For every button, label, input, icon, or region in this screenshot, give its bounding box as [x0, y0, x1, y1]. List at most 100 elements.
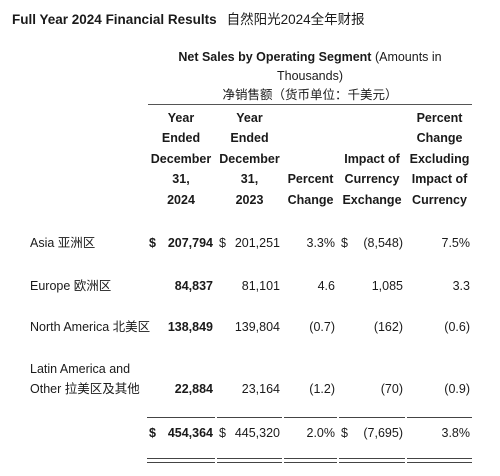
cell-value: (7,695)	[363, 426, 403, 440]
currency-symbol: $	[219, 426, 226, 440]
column-header-line: Ended	[230, 131, 269, 145]
row-label: Europe 欧洲区	[30, 276, 111, 296]
total-rule	[147, 462, 215, 463]
cell-value: (70)	[380, 382, 403, 396]
column-header-line: 31,	[240, 172, 259, 186]
column-header: Year Ended December 31, 2023	[217, 110, 282, 210]
cell-value: 454,364	[167, 426, 213, 440]
cell-value: 2.0%	[306, 426, 336, 440]
cell-value: 81,101	[241, 279, 280, 293]
cell-value: 1,085	[371, 279, 403, 293]
cell-value: (0.9)	[444, 382, 470, 396]
total-rule	[284, 458, 337, 459]
total-rule	[339, 417, 405, 418]
title-cn: 自然阳光2024全年财报	[226, 12, 365, 27]
column-header-line: Change	[287, 192, 334, 207]
column-header: Percent Change	[284, 110, 337, 210]
cell-value: 207,794	[167, 236, 213, 250]
currency-symbol: $	[341, 236, 348, 250]
cell: $ (8,548)	[339, 233, 405, 253]
total-rule	[217, 417, 282, 418]
total-rule	[407, 417, 472, 418]
cell-value: 3.3%	[306, 236, 336, 250]
column-header-line: 2024	[167, 192, 195, 207]
cell: 84,837	[147, 276, 215, 296]
cell-value: (0.6)	[444, 320, 470, 334]
column-header-line: Ended	[161, 131, 201, 145]
column-header-line: Percent	[287, 172, 334, 186]
caption: Net Sales by Operating Segment (Amounts …	[148, 48, 472, 105]
cell: 81,101	[217, 276, 282, 296]
cell-value: 3.3	[452, 279, 470, 293]
cell-value: 7.5%	[441, 236, 471, 250]
column-header-line: December	[219, 151, 280, 166]
total-rule	[284, 462, 337, 463]
cell: 138,849	[147, 317, 215, 337]
caption-note: (Amounts in Thousands)	[276, 50, 442, 83]
total-rule	[407, 462, 472, 463]
cell: (1.2)	[284, 379, 337, 399]
cell-value: 138,849	[167, 320, 213, 334]
column-header: Impact of Currency Exchange	[339, 110, 405, 210]
row-label: Latin America and Other 拉美区及其他	[30, 359, 140, 399]
title-en: Full Year 2024 Financial Results	[12, 12, 217, 27]
currency-symbol: $	[149, 236, 156, 250]
total-rule	[217, 462, 282, 463]
cell: (0.6)	[407, 317, 472, 337]
cell-value: 139,804	[234, 320, 280, 334]
cell: $201,251	[217, 233, 282, 253]
row-label-line: Asia 亚洲区	[30, 236, 96, 250]
cell: 139,804	[217, 317, 282, 337]
column-header-line: Currency	[412, 192, 467, 207]
cell: (0.7)	[284, 317, 337, 337]
currency-symbol: $	[149, 426, 156, 440]
cell: $445,320	[217, 423, 282, 443]
column-header-line: Excluding	[409, 151, 470, 166]
total-rule	[339, 462, 405, 463]
cell: (162)	[339, 317, 405, 337]
row-label-line: Latin America and	[30, 362, 131, 376]
column-header-line: December	[150, 151, 212, 166]
cell: 2.0%	[284, 423, 337, 443]
total-rule	[339, 458, 405, 459]
cell: (0.9)	[407, 379, 472, 399]
column-header-line: Currency	[344, 172, 400, 186]
cell: 7.5%	[407, 233, 472, 253]
row-label-line: North America 北美区	[30, 320, 151, 334]
caption-cn: 净销售额（货币单位：千美元）	[222, 88, 398, 102]
currency-symbol: $	[219, 236, 226, 250]
total-rule	[147, 417, 215, 418]
total-rule	[217, 458, 282, 459]
cell-value: (162)	[373, 320, 403, 334]
total-rule	[284, 417, 337, 418]
row-label: North America 北美区	[30, 317, 150, 337]
cell: 4.6	[284, 276, 337, 296]
total-rule	[407, 458, 472, 459]
cell-value: 445,320	[234, 426, 280, 440]
title: Full Year 2024 Financial Results 自然阳光2024…	[12, 8, 365, 28]
cell-value: (0.7)	[309, 320, 335, 334]
column-header-line: Impact of	[344, 151, 400, 166]
cell-value: 3.8%	[441, 426, 471, 440]
cell-value: (8,548)	[363, 236, 403, 250]
cell: 3.3%	[284, 233, 337, 253]
column-header-line: Percent	[416, 110, 463, 125]
cell-value: 4.6	[317, 279, 335, 293]
column-header-line: Year	[167, 110, 195, 125]
caption-bold: Net Sales by Operating Segment	[178, 50, 372, 64]
column-header-line: 2023	[235, 192, 264, 207]
column-header: Year Ended December 31, 2024	[147, 110, 215, 210]
cell-value: (1.2)	[309, 382, 335, 396]
cell: 3.3	[407, 276, 472, 296]
column-header-line: Change	[416, 131, 463, 145]
row-label-line: Other 拉美区及其他	[30, 382, 140, 396]
column-header-line: Year	[236, 110, 263, 125]
cell-value: 201,251	[234, 236, 280, 250]
header-rule	[148, 104, 472, 105]
row-label: Asia 亚洲区	[30, 233, 95, 253]
cell: $454,364	[147, 423, 215, 443]
cell-value: 22,884	[174, 382, 213, 396]
column-header-line: Exchange	[342, 192, 402, 207]
currency-symbol: $	[341, 426, 348, 440]
